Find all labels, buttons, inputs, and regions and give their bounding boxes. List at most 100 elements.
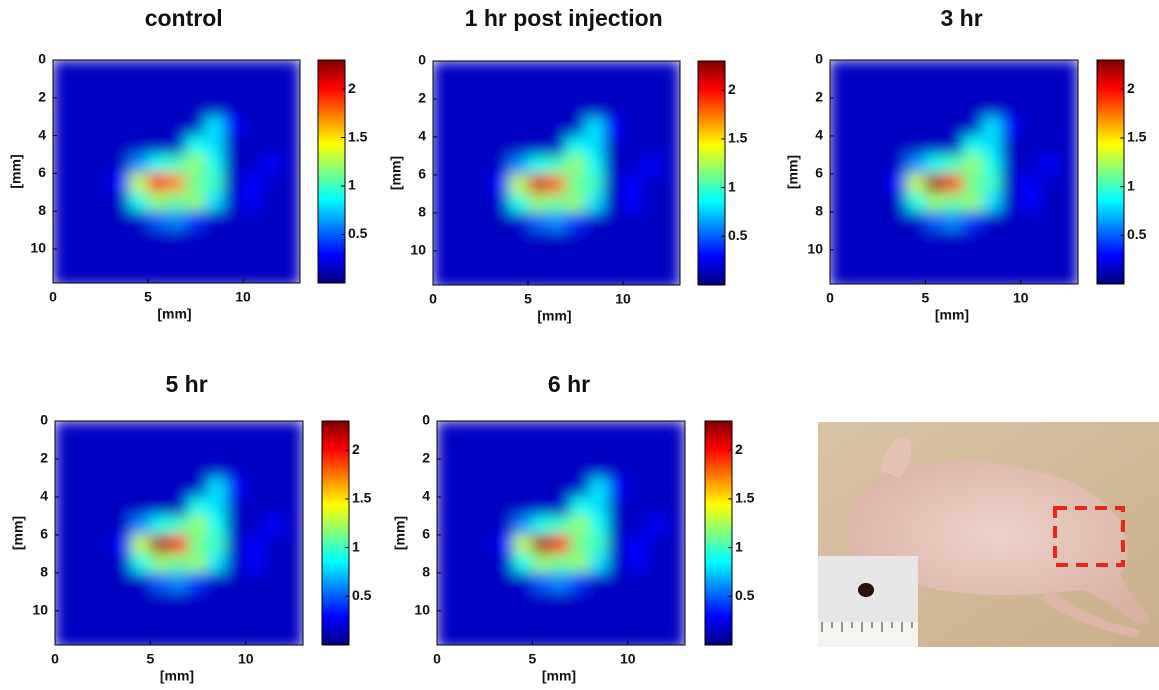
cell: [646, 610, 667, 631]
cell: [188, 629, 209, 645]
cell: [242, 78, 263, 99]
cell: [90, 78, 111, 99]
cell: [512, 477, 533, 498]
cell: [665, 610, 685, 631]
cell: [943, 60, 965, 80]
cell: [470, 61, 491, 81]
cell: [92, 439, 113, 460]
cell: [848, 60, 869, 80]
cell: [830, 60, 850, 80]
cell: [905, 135, 926, 156]
cell: [188, 477, 209, 498]
cell: [283, 458, 303, 479]
colorbar-tick-label: 1.5: [352, 490, 372, 506]
cell: [565, 98, 586, 119]
cell: [130, 458, 151, 479]
plot-frame: [432, 60, 681, 286]
cell: [73, 591, 94, 612]
cell: [1001, 78, 1022, 99]
heatmap-cells: [433, 61, 680, 285]
cell: [924, 192, 945, 213]
x-axis-label: [mm]: [542, 668, 576, 684]
cell: [474, 515, 495, 536]
cell: [451, 136, 472, 157]
cell: [493, 421, 514, 441]
cell: [1039, 78, 1060, 99]
x-tick-label: 5: [524, 291, 532, 307]
cell: [527, 174, 548, 195]
cell: [660, 193, 680, 214]
cell: [493, 629, 514, 645]
cell: [226, 477, 247, 498]
cell: [130, 553, 151, 574]
cell: [512, 553, 533, 574]
cell: [166, 60, 187, 80]
cell: [261, 248, 282, 269]
x-axis-label: [mm]: [157, 306, 191, 322]
x-axis-label: [mm]: [935, 307, 969, 323]
cell: [489, 231, 510, 252]
cell: [489, 98, 510, 119]
cell: [848, 116, 869, 137]
cell: [242, 210, 263, 231]
cell: [470, 117, 491, 138]
cell: [53, 154, 73, 174]
cell: [474, 496, 495, 517]
cell: [55, 477, 75, 498]
cell: [188, 534, 209, 555]
cell: [226, 534, 247, 555]
cell: [531, 496, 552, 517]
cell: [924, 60, 945, 80]
cell: [261, 173, 282, 193]
cell: [130, 572, 151, 593]
cell: [1039, 173, 1060, 194]
cell: [55, 515, 75, 536]
cell: [867, 135, 888, 156]
cell: [886, 78, 907, 99]
cell: [660, 231, 680, 252]
cell: [92, 515, 113, 536]
cell: [128, 248, 149, 269]
cell: [223, 116, 244, 136]
cell: [109, 116, 130, 136]
cell: [550, 515, 572, 536]
cell: [166, 267, 187, 283]
cell: [1058, 268, 1078, 284]
cell: [55, 439, 75, 460]
cell: [451, 231, 472, 252]
cell: [489, 212, 510, 233]
cell: [489, 61, 510, 81]
cell: [830, 97, 850, 118]
cell: [512, 421, 533, 441]
cell: [71, 97, 92, 118]
cell: [433, 174, 453, 195]
colorbar: [704, 420, 733, 646]
cell: [905, 60, 926, 80]
cell: [603, 212, 624, 233]
cell: [546, 269, 567, 285]
cell: [71, 154, 92, 174]
x-tick-label: 5: [528, 651, 536, 667]
cell: [92, 458, 113, 479]
x-tick-label: 5: [144, 289, 152, 305]
cell: [589, 515, 610, 536]
cell: [283, 421, 303, 441]
cell: [886, 135, 907, 156]
cell: [71, 229, 92, 250]
heatmap: [55, 421, 303, 645]
cell: [92, 477, 113, 498]
chart-title: 6 hr: [548, 371, 590, 397]
cell: [207, 553, 228, 574]
cell: [109, 78, 130, 99]
cell: [565, 231, 586, 252]
y-tick-label: 0: [815, 51, 823, 67]
cell: [848, 78, 869, 99]
heatmap-cells: [830, 60, 1078, 284]
cell: [451, 174, 472, 195]
y-tick-label: 10: [30, 240, 46, 256]
cell: [1001, 192, 1022, 213]
cell: [261, 229, 282, 250]
cell: [226, 515, 247, 536]
colorbar-tick-label: 1.5: [1127, 129, 1147, 145]
